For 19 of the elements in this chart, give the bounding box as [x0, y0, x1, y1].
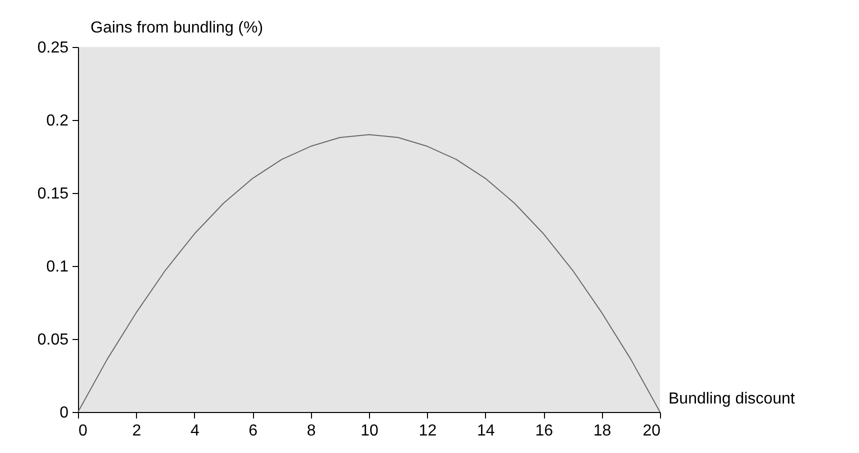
- x-tick-label: 2: [132, 422, 142, 440]
- y-tick-label: 0.05: [37, 332, 69, 348]
- y-tick-label: 0.1: [46, 258, 69, 276]
- y-tick-label: 0.25: [37, 40, 69, 56]
- x-axis-title: Bundling discount: [668, 390, 796, 408]
- x-tick-label: 10: [360, 422, 378, 440]
- y-tick-label: 0.2: [46, 112, 69, 130]
- x-tick-label: 18: [593, 422, 612, 440]
- y-tick-label: 0: [60, 404, 69, 422]
- y-axis-title: Gains from bundling (%): [90, 20, 264, 36]
- x-tick-label: 20: [642, 422, 661, 440]
- x-tick-label: 8: [306, 422, 316, 440]
- x-tick-label: 14: [477, 422, 495, 440]
- x-tick-label: 12: [418, 422, 437, 440]
- x-tick-label: 16: [535, 422, 554, 440]
- x-tick-label: 6: [248, 422, 258, 440]
- x-tick-label: 0: [78, 422, 88, 440]
- x-tick-label: 4: [190, 422, 200, 440]
- y-tick-label: 0.15: [37, 186, 69, 202]
